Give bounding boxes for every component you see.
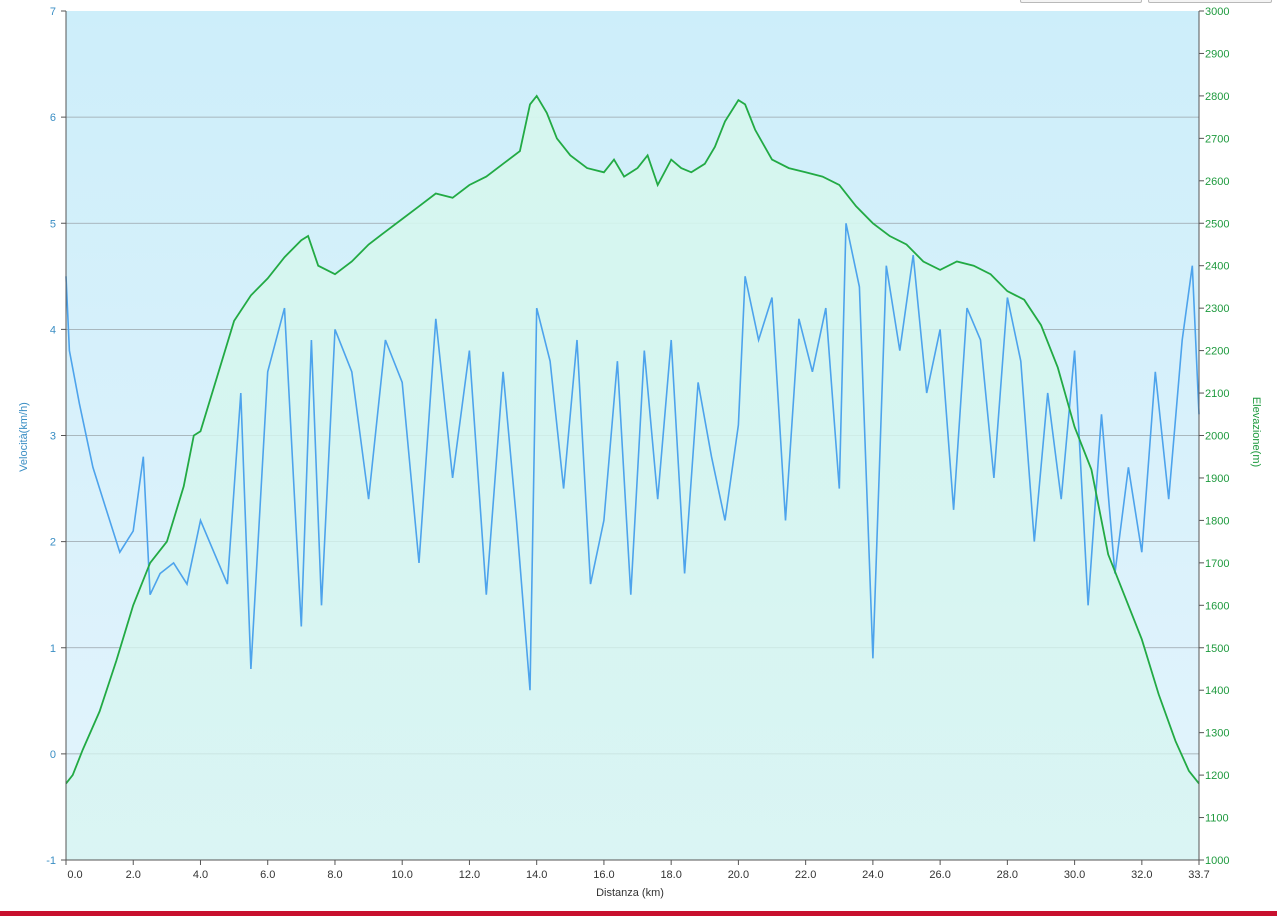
speed-line bbox=[65, 223, 1200, 691]
right-tick-label: 1500 bbox=[1205, 643, 1229, 655]
x-tick-label: 0.0 bbox=[67, 869, 82, 881]
x-tick-label: 2.0 bbox=[126, 869, 141, 881]
right-tick-label: 2800 bbox=[1205, 91, 1229, 103]
right-tick-label: 1900 bbox=[1205, 473, 1229, 485]
right-y-axis: 3000 2900 2800 2700 2600 2500 2400 2300 2200 2100… bbox=[1199, 6, 1229, 867]
elevation-line bbox=[65, 94, 1200, 785]
x-tick-label: 12.0 bbox=[459, 869, 480, 881]
x-tick-label: 26.0 bbox=[929, 869, 950, 881]
right-tick-label: 3000 bbox=[1205, 6, 1229, 18]
right-tick-label: 2900 bbox=[1205, 48, 1229, 60]
x-tick-label: 18.0 bbox=[660, 869, 681, 881]
left-y-axis: 7 6 5 4 3 2 1 0 -1 bbox=[46, 6, 66, 867]
right-tick-label: 2000 bbox=[1205, 431, 1229, 443]
right-tick-label: 1300 bbox=[1205, 728, 1229, 740]
x-tick-label: 28.0 bbox=[997, 869, 1018, 881]
x-axis: 0.0 2.0 4.0 6.0 8.0 10.0 12.0 14.0 16.0 18.0 20.0 2… bbox=[65, 860, 1210, 881]
x-tick-label: 30.0 bbox=[1064, 869, 1085, 881]
left-axis-title: Velocità(km/h) bbox=[18, 402, 30, 472]
x-tick-label: 8.0 bbox=[327, 869, 342, 881]
right-tick-label: 2400 bbox=[1205, 261, 1229, 273]
bottom-status-bar bbox=[0, 911, 1277, 916]
right-tick-label: 1600 bbox=[1205, 600, 1229, 612]
x-axis-title: Distanza (km) bbox=[596, 887, 664, 899]
toolbar-button-1[interactable] bbox=[1020, 0, 1142, 3]
left-tick-label: 5 bbox=[50, 218, 56, 230]
x-tick-label: 32.0 bbox=[1131, 869, 1152, 881]
right-tick-label: 1000 bbox=[1205, 855, 1229, 867]
left-tick-label: 6 bbox=[50, 112, 56, 124]
right-axis-title: Elevazione(m) bbox=[1250, 397, 1262, 467]
right-tick-label: 1100 bbox=[1205, 813, 1229, 825]
right-tick-label: 2500 bbox=[1205, 218, 1229, 230]
right-tick-label: 2100 bbox=[1205, 388, 1229, 400]
left-tick-label: 4 bbox=[50, 324, 56, 336]
x-tick-label: 10.0 bbox=[391, 869, 412, 881]
right-tick-label: 2600 bbox=[1205, 176, 1229, 188]
right-tick-label: 2300 bbox=[1205, 303, 1229, 315]
x-tick-label: 33.7 bbox=[1188, 869, 1209, 881]
left-tick-label: 1 bbox=[50, 643, 56, 655]
x-tick-label: 6.0 bbox=[260, 869, 275, 881]
left-tick-label: -1 bbox=[46, 855, 56, 867]
x-tick-label: 4.0 bbox=[193, 869, 208, 881]
left-tick-label: 3 bbox=[50, 431, 56, 443]
left-tick-label: 7 bbox=[50, 6, 56, 18]
right-tick-label: 1200 bbox=[1205, 770, 1229, 782]
x-tick-label: 22.0 bbox=[795, 869, 816, 881]
right-tick-label: 2700 bbox=[1205, 133, 1229, 145]
right-tick-label: 1800 bbox=[1205, 515, 1229, 527]
left-tick-label: 0 bbox=[50, 749, 56, 761]
left-tick-label: 2 bbox=[50, 537, 56, 549]
x-tick-label: 14.0 bbox=[526, 869, 547, 881]
right-tick-label: 1700 bbox=[1205, 558, 1229, 570]
x-tick-label: 24.0 bbox=[862, 869, 883, 881]
right-tick-label: 2200 bbox=[1205, 346, 1229, 358]
right-tick-label: 1400 bbox=[1205, 685, 1229, 697]
x-tick-label: 20.0 bbox=[728, 869, 749, 881]
x-tick-label: 16.0 bbox=[593, 869, 614, 881]
toolbar-button-2[interactable] bbox=[1148, 0, 1272, 3]
